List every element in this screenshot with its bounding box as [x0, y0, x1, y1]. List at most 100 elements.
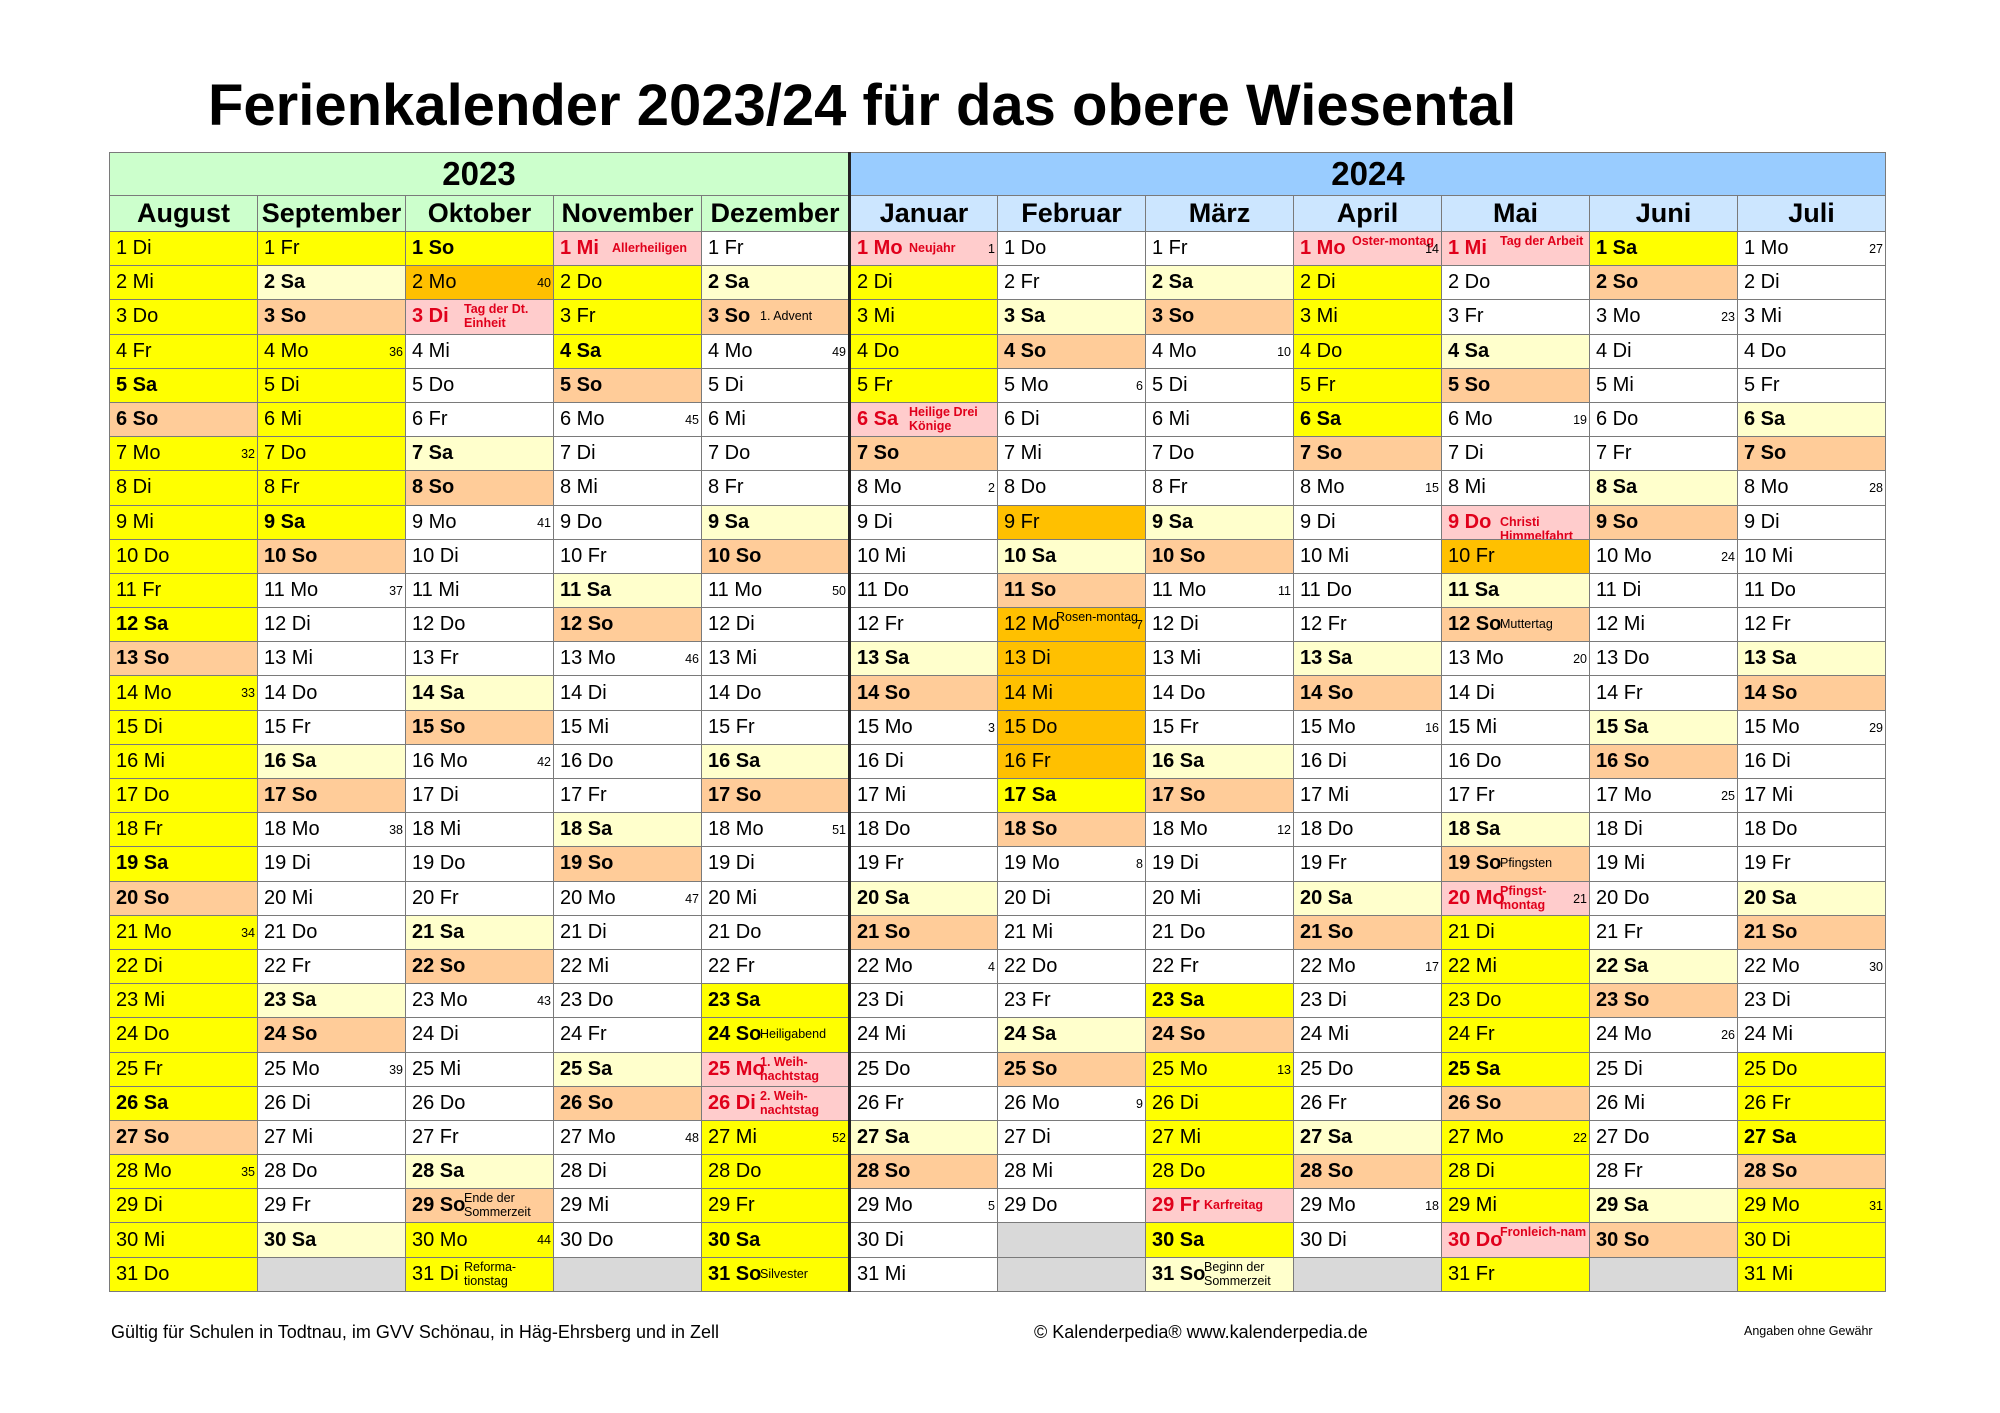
day-label: 17 Mi	[1744, 784, 1793, 807]
day-cell: 14 Di	[553, 675, 702, 711]
day-cell: 6 Mo 19	[1441, 401, 1590, 438]
day-label: 21 So	[1300, 920, 1354, 943]
day-cell: 20 Mi	[701, 880, 850, 916]
day-label: 4 Do	[857, 339, 900, 362]
day-cell: 14 Fr	[1589, 675, 1738, 711]
day-label: 12 Di	[264, 613, 311, 636]
day-label: 22 Mi	[560, 955, 609, 978]
day-cell: 23 Sa	[1145, 983, 1294, 1019]
day-label: 5 So	[1448, 373, 1491, 396]
year-header-row: 2023 2024	[109, 152, 1886, 196]
day-cell: 14 So	[1293, 675, 1442, 711]
day-label: 7 Mo	[116, 442, 161, 465]
day-label: 20 Mi	[264, 886, 313, 909]
day-label: 29 Fr	[708, 1194, 755, 1217]
day-cell: 26 Sa	[109, 1085, 258, 1121]
day-cell: 22 Do	[997, 948, 1146, 985]
day-label: 1 Do	[1004, 237, 1047, 260]
day-label: 3 Di	[412, 305, 449, 328]
day-label: 19 Fr	[1300, 852, 1347, 875]
day-label: 1 Mo	[1744, 237, 1789, 260]
day-cell: 13 Sa	[1737, 641, 1886, 677]
day-label: 25 Do	[1300, 1057, 1354, 1080]
month-header-januar: Januar	[848, 195, 998, 232]
day-cell: 21 Di	[553, 914, 702, 950]
day-label: 29 Sa	[1596, 1194, 1649, 1217]
day-label: 15 Fr	[264, 715, 311, 738]
day-cell: 1 Fr	[257, 230, 406, 267]
holiday-note: 2. Weih-nachtstag	[760, 1088, 820, 1117]
day-label: 2 Do	[1448, 271, 1491, 294]
day-cell: 17 Sa	[997, 777, 1146, 814]
day-cell: 3 Fr	[553, 299, 702, 335]
day-cell: 2 Di	[1293, 265, 1442, 301]
day-cell: 23 Do	[1441, 983, 1590, 1019]
day-cell: 14 Mi	[997, 675, 1146, 711]
day-label: 16 Di	[1744, 749, 1791, 772]
day-cell: 29 Do	[997, 1188, 1146, 1224]
day-cell: 19 Fr	[848, 846, 998, 882]
day-cell: 30 Do Fronleich-nam	[1441, 1222, 1590, 1258]
day-label: 19 Sa	[116, 852, 169, 875]
day-label: 19 So	[560, 852, 614, 875]
day-label: 9 Mo	[412, 510, 457, 533]
week-number: 4	[988, 959, 995, 974]
day-cell: 9 So	[1589, 504, 1738, 540]
day-cell: 13 So	[109, 641, 258, 677]
day-cell: 17 Fr	[1441, 777, 1590, 814]
day-row: 31 Do 31 Di Reforma-tionstag 31 So Silvester…	[109, 1256, 1886, 1292]
day-label: 17 Fr	[1448, 784, 1495, 807]
day-label: 18 Do	[1300, 818, 1354, 841]
week-number: 49	[832, 344, 846, 359]
day-label: 26 Fr	[1744, 1091, 1791, 1114]
day-label: 16 Mi	[116, 749, 165, 772]
day-label: 2 Fr	[1004, 271, 1040, 294]
day-cell: 14 Do	[701, 675, 850, 711]
day-cell: 1 Fr	[701, 230, 850, 267]
day-cell: 12 So Muttertag	[1441, 607, 1590, 643]
day-cell: 18 Do	[1737, 812, 1886, 848]
week-number: 30	[1869, 959, 1883, 974]
day-label: 9 Di	[1300, 510, 1336, 533]
day-label: 17 So	[1152, 784, 1206, 807]
day-cell: 7 Do	[257, 436, 406, 472]
day-cell: 4 Mo 36	[257, 333, 406, 369]
day-cell: 21 Di	[1441, 914, 1590, 950]
day-label: 2 Di	[857, 271, 893, 294]
day-label: 18 Mo	[708, 818, 764, 841]
day-cell: 7 Di	[553, 436, 702, 472]
day-cell: 9 Fr	[997, 504, 1146, 540]
day-cell: 21 Do	[257, 914, 406, 950]
week-number: 45	[685, 412, 699, 427]
day-label: 8 Sa	[1596, 476, 1638, 499]
day-cell: 4 Sa	[553, 333, 702, 369]
day-cell: 6 Mi	[701, 401, 850, 438]
week-number: 1	[988, 242, 995, 256]
day-label: 19 Di	[264, 852, 311, 875]
day-cell: 22 Mi	[553, 948, 702, 985]
day-label: 2 Mo	[412, 271, 457, 294]
day-cell: 19 Do	[405, 846, 554, 882]
day-cell: 3 Mi	[848, 299, 998, 335]
day-label: 6 Sa	[1300, 408, 1342, 431]
day-cell: 11 Mo 37	[257, 572, 406, 609]
day-label: 8 Mo	[857, 476, 902, 499]
day-label: 5 Di	[708, 373, 744, 396]
day-label: 15 Mo	[1744, 715, 1800, 738]
day-label: 7 Do	[264, 442, 307, 465]
day-label: 1 Mo	[1300, 237, 1346, 260]
day-row: 17 Do 17 So 17 Di 17 Fr 17 So 17 Mi 17 Sa 17 So…	[109, 777, 1886, 814]
day-label: 4 Fr	[116, 339, 152, 362]
day-cell: 7 So	[848, 436, 998, 472]
day-label: 31 So	[708, 1262, 762, 1285]
day-cell: 28 So	[1293, 1154, 1442, 1190]
day-label: 29 Mi	[560, 1194, 609, 1217]
day-cell: 28 Do	[1145, 1154, 1294, 1190]
day-label: 5 Mo	[1004, 373, 1049, 396]
day-label: 24 Mo	[1596, 1023, 1652, 1046]
day-cell: 8 Di	[109, 470, 258, 506]
week-number: 41	[537, 515, 551, 530]
day-cell: 11 Sa	[553, 572, 702, 609]
day-cell: 4 Mo 49	[701, 333, 850, 369]
day-label: 13 Mo	[1448, 647, 1504, 670]
